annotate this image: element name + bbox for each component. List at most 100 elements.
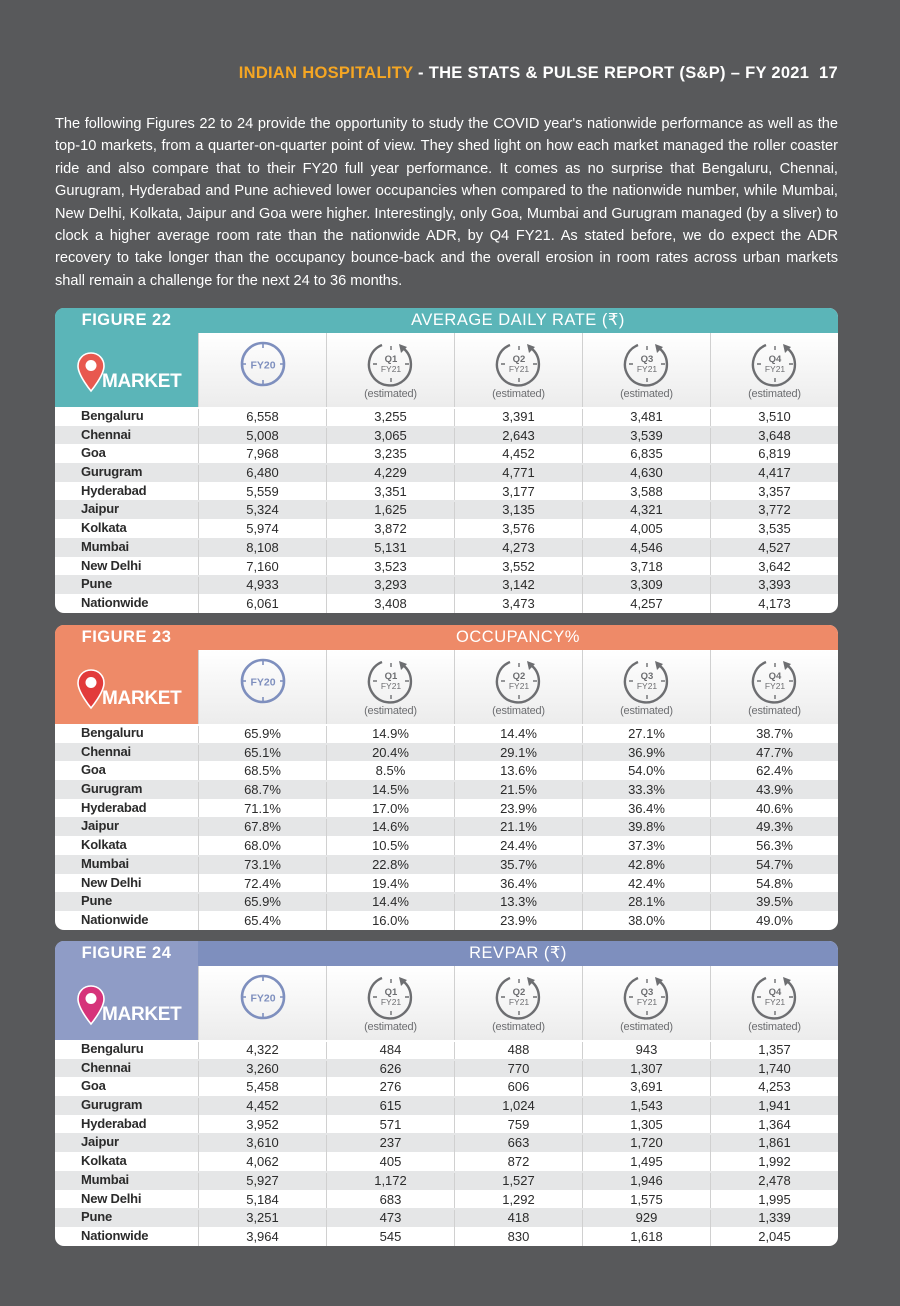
table-cell: 36.4% (454, 875, 582, 895)
table-cell: 65.1% (198, 744, 326, 764)
fiscal-year-label: FY21 (637, 681, 658, 691)
table-cell: 418 (454, 1210, 582, 1229)
quarter-label: Q1 (385, 671, 398, 682)
table-row: Jaipur 67.8% 14.6% 21.1% 39.8% 49.3% (55, 817, 838, 839)
market-name: Pune (81, 576, 112, 592)
table-header: MARKET FY20 Q1 FY21 (estimated) Q2 FY21 (estima… (55, 333, 838, 407)
table-cell: 5,559 (198, 483, 326, 503)
table-cell: 3,539 (582, 427, 710, 447)
table-cell: 663 (454, 1135, 582, 1155)
market-name: Gurugram (81, 781, 143, 797)
table-cell: 1,307 (582, 1060, 710, 1080)
figure-23: FIGURE 23 OCCUPANCY% MARKET FY20 Q1 FY21 (esti… (55, 625, 838, 930)
table-cell: 68.5% (198, 763, 326, 783)
quarter-label: Q4 (769, 354, 782, 365)
table-cell: 4,273 (454, 539, 582, 559)
table-cell: 1,992 (710, 1154, 838, 1173)
table-cell: 3,142 (454, 577, 582, 596)
fiscal-year-label: FY21 (509, 681, 530, 691)
table-cell: 14.4% (454, 726, 582, 745)
table-cell: 28.1% (582, 894, 710, 913)
q1-header: Q1 FY21 (estimated) (326, 650, 454, 724)
table-row: Mumbai 73.1% 22.8% 35.7% 42.8% 54.7% (55, 854, 838, 876)
table-cell: 3,260 (198, 1060, 326, 1080)
table-row: Pune 3,251 473 418 929 1,339 (55, 1208, 838, 1229)
table-cell: 29.1% (454, 744, 582, 764)
fiscal-year-label: FY21 (765, 681, 786, 691)
table-cell: 68.0% (198, 838, 326, 857)
q1-header: Q1 FY21 (estimated) (326, 966, 454, 1040)
table-row: Bengaluru 4,322 484 488 943 1,357 (55, 1040, 838, 1061)
market-name: Goa (81, 1078, 106, 1094)
table-cell: 4,771 (454, 465, 582, 484)
table-cell: 72.4% (198, 875, 326, 895)
table-cell: 7,160 (198, 558, 326, 578)
quarter-label: Q3 (641, 354, 654, 365)
market-header-cell: MARKET (55, 650, 198, 724)
fiscal-year-label: FY21 (509, 364, 530, 374)
table-cell: 6,061 (198, 595, 326, 613)
table-cell: 19.4% (326, 875, 454, 895)
table-cell: 488 (454, 1042, 582, 1061)
map-pin-icon (77, 985, 105, 1026)
table-cell: 929 (582, 1210, 710, 1229)
q3-header: Q3 FY21 (estimated) (582, 966, 710, 1040)
table-cell: 2,643 (454, 427, 582, 447)
figure-title: FIGURE 23 (55, 625, 198, 650)
table-cell: 23.9% (454, 800, 582, 820)
table-cell: 1,543 (582, 1098, 710, 1117)
table-cell: 943 (582, 1042, 710, 1061)
table-cell: 2,045 (710, 1228, 838, 1246)
table-cell: 5,324 (198, 502, 326, 522)
market-name: Mumbai (81, 1171, 129, 1187)
quarter-label: Q3 (641, 987, 654, 998)
table-cell: 606 (454, 1079, 582, 1099)
table-cell: 545 (326, 1228, 454, 1246)
metric-title: OCCUPANCY% (456, 628, 580, 646)
estimated-label: (estimated) (364, 388, 417, 400)
table-cell: 1,720 (582, 1135, 710, 1155)
table-cell: 3,872 (326, 521, 454, 540)
table-row: Hyderabad 3,952 571 759 1,305 1,364 (55, 1115, 838, 1136)
market-label: MARKET (102, 688, 182, 709)
table-row: Kolkata 4,062 405 872 1,495 1,992 (55, 1152, 838, 1173)
table-cell: 39.8% (582, 819, 710, 839)
table-cell: 1,575 (582, 1191, 710, 1211)
table-cell: 17.0% (326, 800, 454, 820)
fiscal-year-label: FY21 (509, 997, 530, 1007)
table-cell: 1,740 (710, 1060, 838, 1080)
table-cell: 1,339 (710, 1210, 838, 1229)
table-row: Nationwide 6,061 3,408 3,473 4,257 4,173 (55, 594, 838, 613)
table-cell: 4,630 (582, 465, 710, 484)
estimated-label: (estimated) (620, 1021, 673, 1033)
figure-22: FIGURE 22 AVERAGE DAILY RATE (₹) MARKET FY2… (55, 308, 838, 613)
table-cell: 56.3% (710, 838, 838, 857)
table-cell: 43.9% (710, 782, 838, 801)
table-cell: 1,305 (582, 1116, 710, 1136)
market-name: Chennai (81, 426, 131, 442)
quarter-label: Q2 (513, 354, 526, 365)
market-name: Jaipur (81, 818, 119, 834)
estimated-label: (estimated) (492, 388, 545, 400)
table-cell: 3,235 (326, 446, 454, 466)
table-cell: 4,322 (198, 1042, 326, 1061)
table-cell: 484 (326, 1042, 454, 1061)
table-cell: 4,173 (710, 595, 838, 613)
estimated-label: (estimated) (620, 705, 673, 717)
table-cell: 73.1% (198, 856, 326, 876)
table-cell: 42.8% (582, 856, 710, 876)
table-cell: 65.9% (198, 726, 326, 745)
market-name: Kolkata (81, 837, 127, 853)
table-cell: 4,229 (326, 465, 454, 484)
table-row: New Delhi 7,160 3,523 3,552 3,718 3,642 (55, 557, 838, 578)
q4-header: Q4 FY21 (estimated) (710, 966, 838, 1040)
table-cell: 1,946 (582, 1172, 710, 1192)
table-cell: 3,357 (710, 483, 838, 503)
table-cell: 3,473 (454, 595, 582, 613)
header-highlight: INDIAN HOSPITALITY (238, 64, 414, 82)
table-cell: 14.4% (326, 894, 454, 913)
table-cell: 3,065 (326, 427, 454, 447)
map-pin-icon (77, 669, 105, 710)
